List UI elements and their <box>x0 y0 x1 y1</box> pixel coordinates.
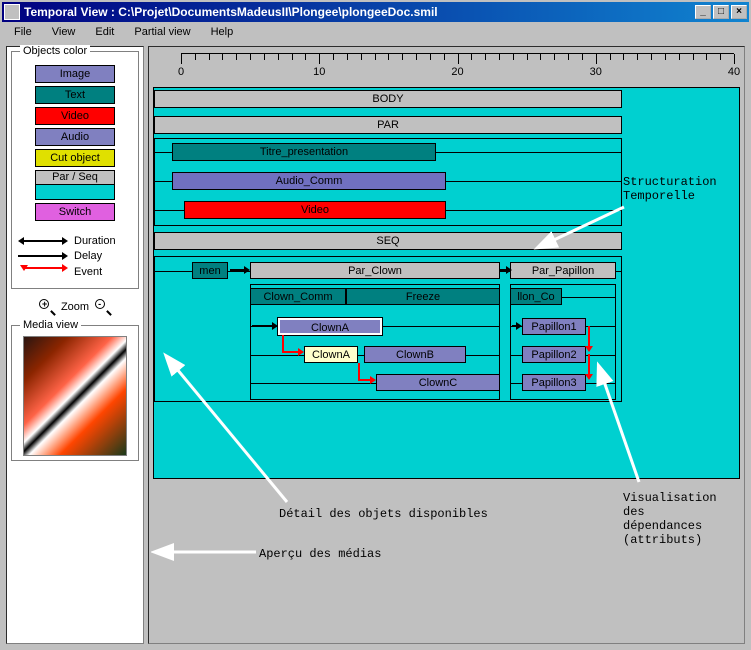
swatch-par-seq[interactable]: Par / Seq <box>35 170 115 200</box>
block-papillon3[interactable]: Papillon3 <box>522 374 586 391</box>
block-clowna[interactable]: ClownA <box>278 318 382 335</box>
objects-color-title: Objects color <box>20 45 90 57</box>
legend-duration-label: Duration <box>74 235 116 247</box>
swatch-image[interactable]: Image <box>35 65 115 83</box>
block-audio-comm[interactable]: Audio_Comm <box>172 172 446 190</box>
swatch-text[interactable]: Text <box>35 86 115 104</box>
menu-help[interactable]: Help <box>203 24 242 40</box>
block-clownb[interactable]: ClownB <box>364 346 466 363</box>
time-ruler[interactable]: 0 10 20 30 40 <box>181 53 734 67</box>
block-clowna-label[interactable]: ClownA <box>304 346 358 363</box>
block-body[interactable]: BODY <box>154 90 622 108</box>
swatch-cut-object[interactable]: Cut object <box>35 149 115 167</box>
maximize-button[interactable]: □ <box>713 5 729 19</box>
block-papillon2[interactable]: Papillon2 <box>522 346 586 363</box>
annotation-visualisation: Visualisation des dépendances (attributs… <box>623 491 717 547</box>
annotation-arrow-icon <box>151 537 261 567</box>
timeline-panel: 0 10 20 30 40 BODY PAR Titre_presentatio… <box>148 46 745 644</box>
app-icon <box>4 4 20 20</box>
swatch-video[interactable]: Video <box>35 107 115 125</box>
legend-event-label: Event <box>74 266 102 278</box>
legend-duration: Duration <box>18 235 132 247</box>
delay-arrow-icon <box>18 251 68 261</box>
media-view-group: Media view <box>11 325 139 461</box>
zoom-controls: + Zoom - <box>11 295 139 319</box>
menu-view[interactable]: View <box>44 24 84 40</box>
minimize-button[interactable]: _ <box>695 5 711 19</box>
event-arrow-icon <box>18 265 68 279</box>
media-preview-image[interactable] <box>23 336 127 456</box>
block-clownc[interactable]: ClownC <box>376 374 500 391</box>
swatch-par-seq-label: Par / Seq <box>35 170 115 185</box>
block-seq[interactable]: SEQ <box>154 232 622 250</box>
close-button[interactable]: × <box>731 5 747 19</box>
window-title: Temporal View : C:\Projet\DocumentsMadeu… <box>24 5 695 19</box>
ruler-label: 20 <box>451 66 463 78</box>
event-arrow <box>588 354 590 376</box>
swatch-audio[interactable]: Audio <box>35 128 115 146</box>
menu-partial-view[interactable]: Partial view <box>126 24 198 40</box>
titlebar[interactable]: Temporal View : C:\Projet\DocumentsMadeu… <box>2 2 749 22</box>
window: Temporal View : C:\Projet\DocumentsMadeu… <box>0 0 751 650</box>
timeline[interactable]: BODY PAR Titre_presentation Audio_Comm V… <box>153 87 740 479</box>
objects-color-group: Objects color Image Text Video Audio Cut… <box>11 51 139 289</box>
annotation-structuration: Structuration Temporelle <box>623 175 717 203</box>
menu-edit[interactable]: Edit <box>87 24 122 40</box>
menu-file[interactable]: File <box>6 24 40 40</box>
legend-delay: Delay <box>18 250 132 262</box>
zoom-label: Zoom <box>61 301 89 313</box>
block-par-clown[interactable]: Par_Clown <box>250 262 500 279</box>
legend-event: Event <box>18 265 132 279</box>
zoom-in-button[interactable]: + <box>39 299 55 315</box>
ruler-label: 0 <box>178 66 184 78</box>
duration-arrow-icon <box>18 236 68 246</box>
ruler-label: 10 <box>313 66 325 78</box>
block-par-papillon[interactable]: Par_Papillon <box>510 262 616 279</box>
media-view-title: Media view <box>20 319 81 331</box>
block-ilon-co[interactable]: llon_Co <box>510 288 562 305</box>
swatch-switch[interactable]: Switch <box>35 203 115 221</box>
annotation-detail: Détail des objets disponibles <box>279 507 488 521</box>
legend-delay-label: Delay <box>74 250 102 262</box>
block-clown-comm[interactable]: Clown_Comm <box>250 288 346 305</box>
block-par[interactable]: PAR <box>154 116 622 134</box>
ruler-label: 40 <box>728 66 740 78</box>
block-papillon1[interactable]: Papillon1 <box>522 318 586 335</box>
zoom-out-button[interactable]: - <box>95 299 111 315</box>
block-menu[interactable]: men <box>192 262 228 279</box>
content: Objects color Image Text Video Audio Cut… <box>2 42 749 648</box>
annotation-apercu: Aperçu des médias <box>259 547 381 561</box>
block-titre-presentation[interactable]: Titre_presentation <box>172 143 436 161</box>
ruler-label: 30 <box>590 66 602 78</box>
sidebar: Objects color Image Text Video Audio Cut… <box>6 46 144 644</box>
menubar: File View Edit Partial view Help <box>2 22 749 42</box>
block-freeze[interactable]: Freeze <box>346 288 500 305</box>
block-video[interactable]: Video <box>184 201 446 219</box>
event-arrow <box>588 326 590 348</box>
